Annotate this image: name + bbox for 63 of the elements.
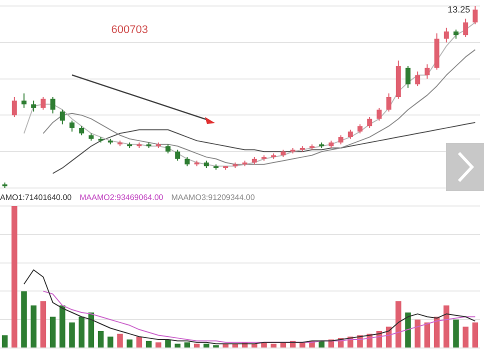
candlestick [376,107,382,122]
candlestick [166,144,170,154]
bar [165,339,171,348]
candlestick [472,6,478,25]
bar [194,344,200,348]
text: AMO1:71401640.00 [0,193,72,202]
bar [88,312,94,348]
candlestick [424,64,430,80]
bar [2,335,8,348]
candlestick [415,71,420,87]
bar [174,344,180,348]
annotation: 13.25 [448,4,470,14]
annotation: 600703 [111,24,148,36]
candlestick [406,66,410,88]
bar [30,305,36,348]
candlestick [386,92,392,112]
bar [156,342,162,348]
candlestick [50,96,56,114]
candlestick [184,156,190,167]
bar [60,305,66,348]
bar [50,316,56,348]
candlestick [463,18,468,38]
candlestick [338,134,344,145]
bar [453,320,459,348]
candlestick [348,129,353,140]
bar [396,301,402,348]
candlestick [12,96,17,118]
bar [472,322,478,348]
bar [424,322,430,348]
bar [184,342,190,348]
bar [261,342,267,348]
bar [444,305,450,348]
bar [462,326,468,348]
candlestick [31,100,36,112]
bar [204,344,210,348]
candlestick [175,149,180,162]
text: MAAMO3:91209344.00 [171,193,256,202]
candlestick [367,116,372,128]
candlestick [22,92,26,108]
bar [40,301,46,348]
candlestick [40,96,46,110]
bar [78,316,84,348]
bar [136,336,142,348]
bar [318,340,324,348]
candlestick [454,29,458,40]
candlestick [79,126,84,136]
candlestick [70,120,74,132]
bar [414,320,420,348]
text: MAAMO2:93469064.00 [80,193,164,202]
bar [117,334,123,348]
candlestick [444,27,449,43]
bar [126,339,132,348]
bar [270,344,276,348]
bar [69,322,75,348]
bar [12,206,18,348]
bar [405,312,411,348]
bar [146,340,152,348]
bar [98,330,104,348]
bar [300,342,306,348]
bar [21,291,27,348]
candlestick [60,109,65,125]
candlestick [358,124,362,134]
bar [108,336,114,348]
